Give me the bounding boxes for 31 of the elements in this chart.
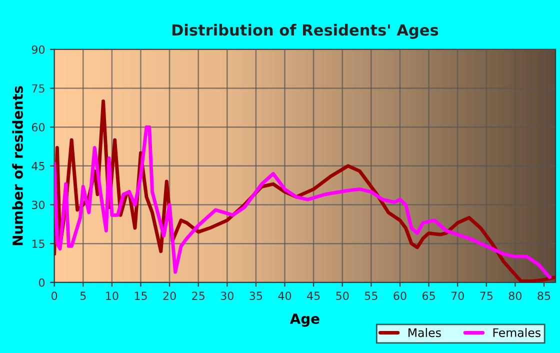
x-tick-label: 25	[192, 292, 204, 300]
legend-label: Females	[493, 328, 540, 338]
x-tick-label: 45	[307, 292, 320, 300]
x-tick-label: 40	[278, 292, 292, 300]
legend-label: Males	[408, 328, 441, 338]
x-tick-label: 35	[250, 292, 262, 300]
x-tick-label: 5	[80, 292, 86, 300]
chart-title: Distribution of Residents' Ages	[172, 24, 438, 39]
x-tick-label: 30	[220, 292, 234, 300]
x-tick-label: 80	[508, 292, 522, 300]
x-tick-label: 50	[336, 292, 349, 300]
y-tick-label: 0	[38, 278, 45, 287]
y-tick-label: 60	[32, 123, 45, 132]
y-axis-title: Number of residents	[12, 86, 23, 246]
x-tick-label: 10	[106, 292, 118, 300]
y-tick-label: 30	[32, 200, 45, 210]
x-tick-label: 75	[480, 292, 492, 300]
y-tick-label: 75	[32, 84, 44, 93]
x-tick-label: 55	[364, 292, 378, 300]
x-tick-label: 70	[451, 292, 464, 300]
x-axis-title: Age	[290, 314, 320, 327]
x-tick-label: 0	[52, 292, 58, 300]
line-series	[54, 125, 552, 279]
x-tick-label: 15	[134, 292, 147, 300]
x-tick-label: 20	[163, 292, 176, 300]
y-tick-label: 15	[32, 240, 44, 248]
x-tick-label: 85	[538, 292, 550, 300]
y-tick-label: 90	[32, 45, 45, 54]
x-tick-label: 60	[394, 292, 406, 300]
y-tick-label: 45	[32, 162, 44, 170]
x-tick-label: 65	[422, 292, 435, 300]
